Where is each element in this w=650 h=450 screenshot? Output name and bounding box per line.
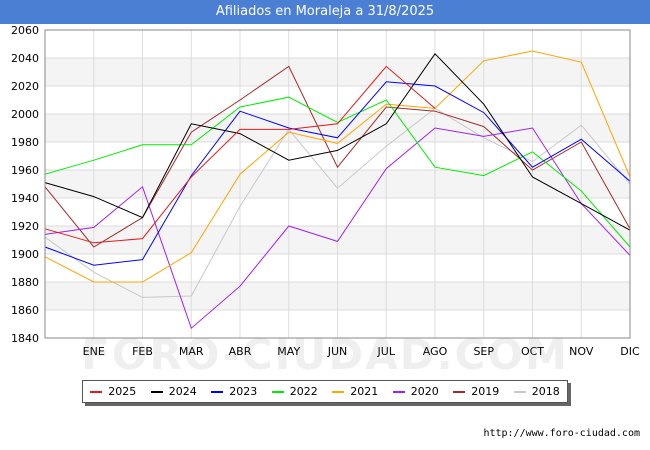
legend-label: 2020 (410, 385, 439, 398)
x-tick-label: DIC (620, 345, 640, 358)
legend-label: 2019 (471, 385, 500, 398)
legend-swatch (332, 390, 345, 393)
watermark: FORO-CIUDAD.COM (81, 330, 569, 379)
legend-swatch (211, 390, 224, 393)
legend-label: 2022 (289, 385, 318, 398)
y-tick-label: 2040 (11, 52, 39, 65)
legend-label: 2023 (229, 385, 258, 398)
series-line-2022 (44, 96, 631, 248)
legend-swatch (453, 390, 466, 393)
series-line-2025 (44, 65, 436, 244)
x-tick-label: OCT (521, 345, 544, 358)
y-tick-label: 1920 (11, 220, 39, 233)
x-tick-label: MAY (277, 345, 300, 358)
legend-item-2025: 2025 (90, 385, 136, 398)
y-tick-label: 1860 (11, 304, 39, 317)
legend-item-2021: 2021 (332, 385, 378, 398)
x-tick-label: JUL (377, 345, 396, 358)
legend-swatch (150, 390, 163, 393)
legend-item-2023: 2023 (211, 385, 257, 398)
x-tick-label: SEP (473, 345, 494, 358)
y-tick-label: 2000 (11, 108, 39, 121)
legend: 2025 2024 2023 2022 2021 2020 2019 2018 (82, 380, 568, 403)
series-line-2018 (44, 107, 631, 298)
legend-swatch (513, 390, 526, 393)
legend-item-2024: 2024 (150, 385, 197, 398)
x-tick-label: AGO (423, 345, 448, 358)
legend-swatch (90, 390, 103, 393)
y-tick-label: 1880 (11, 276, 39, 289)
x-tick-label: ABR (229, 345, 252, 358)
y-tick-label: 1940 (11, 192, 39, 205)
legend-label: 2025 (108, 385, 137, 398)
x-tick-label: JUN (327, 345, 348, 358)
y-tick-label: 1960 (11, 164, 39, 177)
series-line-2021 (44, 50, 631, 283)
y-tick-label: 1900 (11, 248, 39, 261)
plot-border (44, 29, 631, 339)
series-line-2023 (44, 81, 631, 266)
series-line-2024 (44, 53, 631, 231)
legend-item-2019: 2019 (453, 385, 499, 398)
x-tick-label: MAR (179, 345, 204, 358)
x-tick-label: ENE (83, 345, 105, 358)
y-tick-label: 2060 (11, 24, 39, 37)
series-line-2020 (44, 127, 631, 330)
y-tick-label: 1840 (11, 332, 39, 345)
y-tick-label: 2020 (11, 80, 39, 93)
legend-label: 2024 (168, 385, 197, 398)
legend-swatch (271, 390, 284, 393)
legend-item-2018: 2018 (513, 385, 560, 398)
footer-url: http://www.foro-ciudad.com (483, 428, 640, 439)
x-tick-label: FEB (132, 345, 153, 358)
legend-swatch (392, 390, 405, 393)
legend-label: 2018 (531, 385, 560, 398)
legend-label: 2021 (350, 385, 379, 398)
y-tick-label: 1980 (11, 136, 39, 149)
x-tick-label: NOV (569, 345, 594, 358)
legend-item-2020: 2020 (392, 385, 439, 398)
legend-item-2022: 2022 (271, 385, 318, 398)
chart-title: Afiliados en Moraleja a 31/8/2025 (0, 0, 650, 24)
